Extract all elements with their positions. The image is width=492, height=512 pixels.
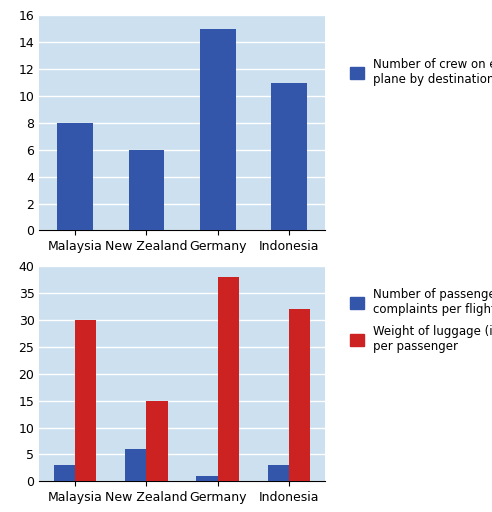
Bar bbox=[128, 150, 164, 230]
Bar bbox=[200, 29, 236, 230]
Bar bbox=[125, 449, 147, 481]
Bar bbox=[75, 320, 96, 481]
Bar bbox=[271, 82, 307, 230]
Bar bbox=[57, 123, 93, 230]
Bar bbox=[54, 465, 75, 481]
Bar bbox=[147, 400, 168, 481]
Bar bbox=[289, 309, 310, 481]
Bar bbox=[196, 476, 217, 481]
Legend: Number of crew on each
plane by destination: Number of crew on each plane by destinat… bbox=[345, 54, 492, 91]
Bar bbox=[268, 465, 289, 481]
Legend: Number of passenger
complaints per flight, Weight of luggage (in kg)
per passeng: Number of passenger complaints per fligh… bbox=[345, 283, 492, 358]
Bar bbox=[217, 277, 239, 481]
